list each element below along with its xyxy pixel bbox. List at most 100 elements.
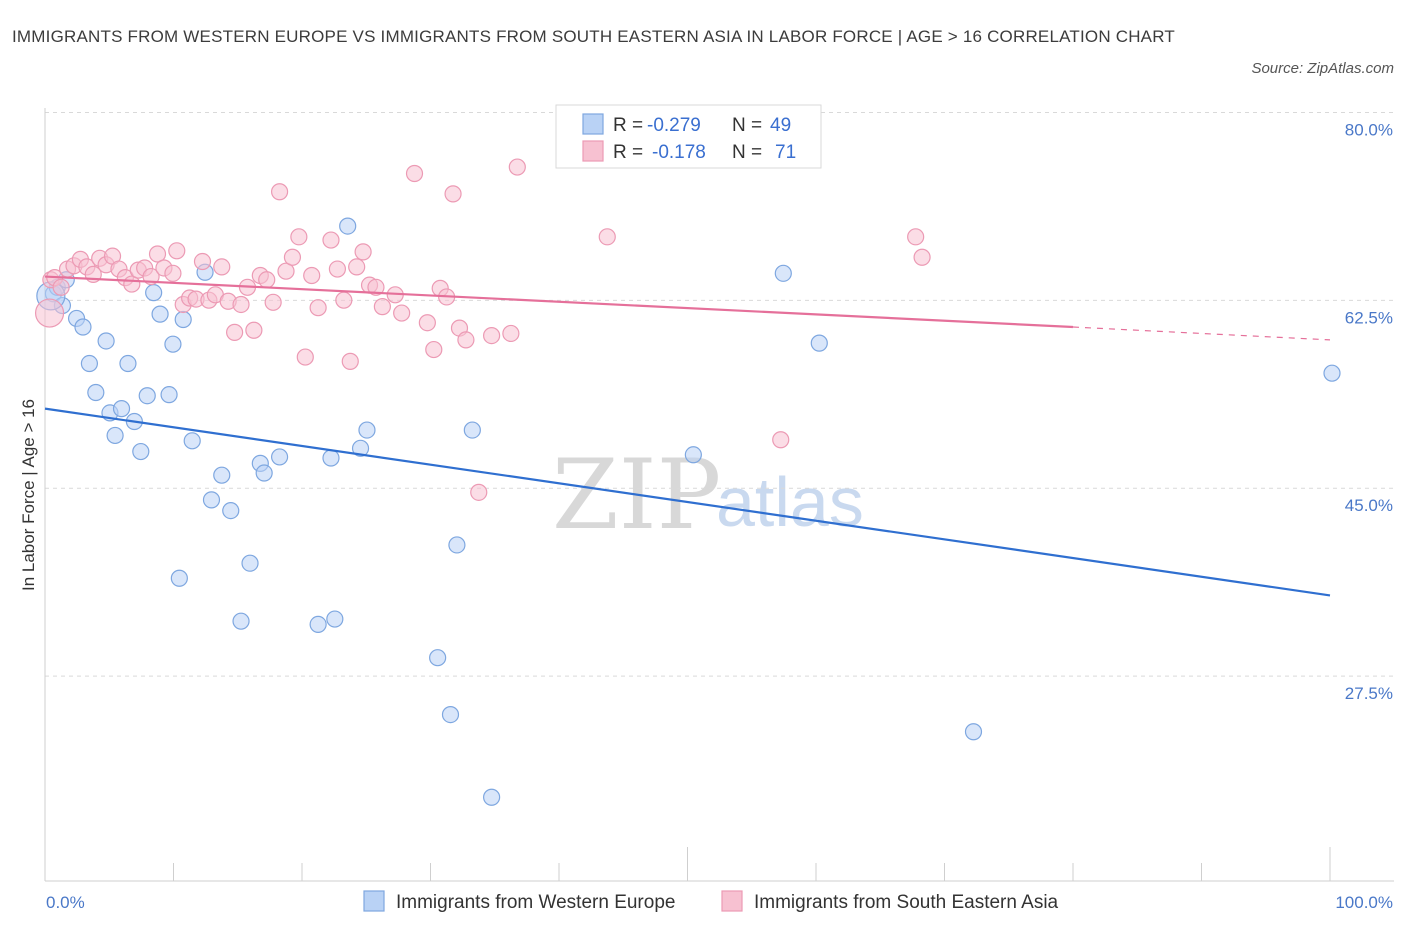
y-tick-label-1: 45.0% (1345, 496, 1393, 515)
point-pink-50 (367, 278, 385, 296)
point-blue-5 (74, 318, 92, 336)
bottom-legend: Immigrants from Western Europe Immigrant… (363, 890, 1059, 913)
trend-lines (44, 275, 1331, 597)
point-blue-37 (358, 421, 376, 439)
legend-n-value-pink: 71 (775, 142, 796, 163)
point-blue-39 (441, 705, 460, 724)
point-pink-48 (354, 243, 372, 261)
point-blue-42 (483, 788, 501, 806)
point-blue-31 (270, 448, 289, 466)
tick-labels: 27.5% 45.0% 62.5% 80.0% 0.0% 100.0% (46, 120, 1393, 912)
point-blue-43 (684, 446, 702, 464)
point-pink-27 (213, 258, 231, 276)
legend-swatch-blue (582, 113, 604, 135)
point-pink-65 (508, 158, 526, 176)
point-blue-17 (151, 305, 169, 323)
top-legend: R = -0.279 N = 49 R = -0.178 N = 71 (555, 104, 822, 169)
point-blue-46 (964, 723, 983, 741)
point-pink-68 (907, 228, 925, 246)
legend-r-label-blue: R = (613, 115, 643, 136)
point-pink-24 (193, 252, 212, 271)
point-pink-62 (470, 483, 488, 501)
point-pink-67 (772, 431, 790, 449)
point-blue-24 (202, 491, 221, 509)
y-tick-label-3: 80.0% (1345, 120, 1393, 139)
point-blue-40 (448, 536, 466, 554)
point-pink-43 (322, 231, 340, 249)
chart-source: Source: ZipAtlas.com (1251, 60, 1394, 77)
point-pink-55 (418, 314, 436, 332)
bottom-legend-swatch-blue (363, 890, 385, 912)
point-pink-17 (148, 245, 167, 263)
bottom-legend-label-blue: Immigrants from Western Europe (396, 892, 675, 913)
point-pink-29 (226, 323, 244, 341)
trend-line-western-europe (44, 407, 1331, 597)
series-south-eastern-asia-points (34, 158, 931, 501)
point-pink-63 (483, 327, 501, 345)
bottom-legend-label-pink: Immigrants from South Eastern Asia (754, 892, 1059, 913)
point-blue-32 (309, 615, 327, 634)
point-blue-30 (255, 464, 273, 482)
point-pink-37 (277, 262, 295, 280)
point-blue-16 (145, 284, 163, 302)
point-pink-61 (457, 331, 475, 349)
point-pink-69 (913, 248, 931, 266)
point-pink-64 (502, 324, 520, 343)
point-pink-20 (168, 242, 186, 260)
point-pink-19 (164, 264, 182, 282)
legend-r-label-pink: R = (613, 142, 643, 163)
point-pink-66 (598, 228, 616, 246)
legend-n-label-pink: N = (732, 142, 762, 163)
point-pink-56 (425, 340, 443, 359)
point-blue-27 (232, 612, 250, 630)
point-blue-12 (119, 354, 137, 373)
point-blue-41 (463, 421, 481, 439)
point-blue-44 (774, 264, 792, 282)
y-tick-label-2: 62.5% (1345, 308, 1393, 327)
point-blue-22 (183, 432, 201, 450)
point-blue-15 (138, 387, 156, 405)
point-pink-34 (258, 271, 276, 289)
point-blue-38 (429, 649, 447, 667)
point-blue-7 (87, 383, 105, 402)
point-pink-53 (393, 304, 411, 322)
point-blue-6 (80, 354, 99, 373)
y-axis-label: In Labor Force | Age > 16 (19, 399, 38, 591)
legend-swatch-pink (582, 140, 604, 162)
trend-line-south-eastern-asia-extension (1072, 326, 1331, 341)
point-pink-30 (232, 295, 250, 314)
trend-line-south-eastern-asia (44, 275, 1074, 329)
x-tick-label-0: 0.0% (46, 893, 85, 912)
x-tick-label-1: 100.0% (1335, 893, 1393, 912)
point-pink-59 (444, 185, 462, 203)
bottom-legend-swatch-pink (721, 890, 743, 912)
point-pink-44 (328, 260, 347, 278)
point-pink-51 (373, 298, 391, 316)
point-blue-20 (170, 569, 188, 587)
point-pink-47 (348, 258, 366, 276)
point-pink-41 (303, 266, 321, 285)
legend-r-value-blue: -0.279 (647, 115, 701, 136)
point-blue-19 (164, 335, 182, 353)
point-blue-28 (241, 554, 259, 572)
point-blue-14 (132, 442, 150, 461)
point-pink-40 (296, 348, 314, 366)
legend-r-value-pink: -0.178 (652, 142, 706, 163)
point-pink-54 (405, 164, 424, 183)
point-pink-45 (335, 291, 353, 309)
point-blue-47 (1323, 364, 1341, 382)
point-blue-36 (351, 439, 370, 457)
point-pink-2 (52, 278, 70, 296)
point-pink-32 (245, 321, 263, 339)
gridlines (45, 111, 1394, 677)
y-tick-label-0: 27.5% (1345, 684, 1393, 703)
point-blue-45 (810, 334, 828, 352)
point-pink-39 (290, 228, 308, 246)
point-blue-18 (160, 386, 178, 404)
watermark-atlas: atlas (716, 463, 864, 541)
point-pink-38 (283, 248, 302, 266)
point-pink-42 (309, 299, 327, 317)
point-blue-8 (97, 332, 115, 350)
point-blue-26 (222, 502, 240, 520)
